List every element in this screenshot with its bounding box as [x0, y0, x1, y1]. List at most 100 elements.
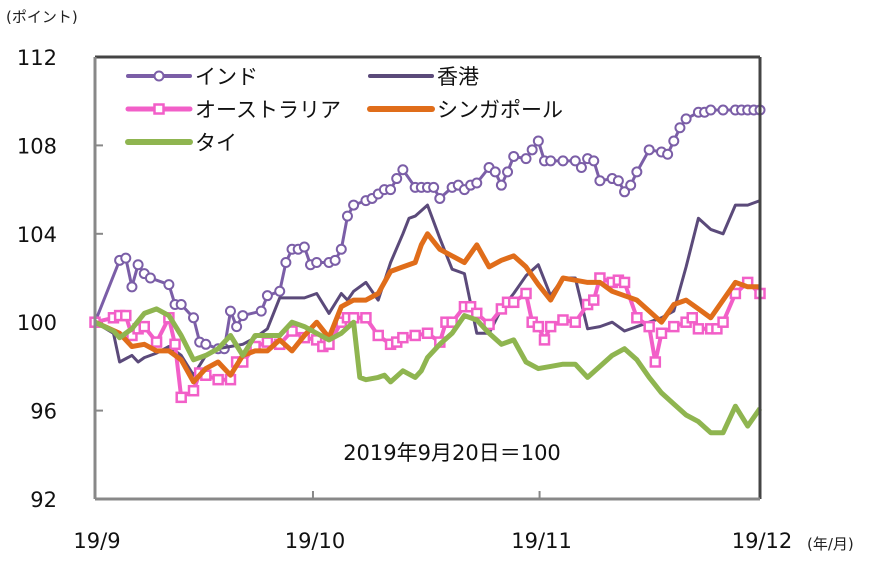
data-point [471, 177, 483, 189]
series-line [93, 306, 763, 436]
data-point [569, 155, 581, 167]
data-point [532, 320, 545, 333]
legend-marker [153, 70, 165, 82]
data-point [655, 327, 668, 339]
data-point [255, 305, 267, 317]
y-tick-label: 92 [30, 488, 57, 512]
data-point [391, 173, 403, 185]
data-point [311, 257, 323, 269]
y-axis-unit-label: (ポイント) [6, 8, 78, 26]
data-point [705, 104, 717, 116]
series-0 [89, 104, 766, 355]
data-point [692, 323, 705, 335]
data-point [631, 166, 643, 178]
x-axis-unit-label: (年/月) [807, 535, 854, 553]
x-tick-label: 19/9 [73, 529, 120, 553]
data-point [711, 323, 723, 335]
data-point [575, 162, 587, 173]
legend-item: オーストラリア [125, 98, 341, 122]
base-date-annotation: 2019年9月20日＝100 [343, 441, 561, 465]
data-point [200, 338, 212, 350]
y-tick-label: 112 [17, 46, 57, 70]
data-point [588, 294, 600, 306]
data-point [169, 338, 181, 351]
data-point [188, 312, 200, 324]
data-point [643, 144, 655, 156]
data-point [680, 113, 692, 125]
data-point [502, 166, 514, 178]
data-point [187, 384, 200, 397]
data-point [526, 144, 538, 156]
legend-item: シンガポール [367, 98, 563, 122]
data-point [495, 179, 507, 191]
data-point [385, 184, 397, 196]
data-point [594, 175, 606, 187]
series-line [94, 199, 761, 377]
data-point [557, 314, 569, 326]
data-point [132, 259, 144, 271]
legend-item: インド [126, 65, 258, 89]
data-point [464, 300, 477, 313]
legend-item: タイ [125, 131, 237, 155]
x-tick-label: 19/10 [285, 529, 346, 553]
data-point [717, 316, 729, 328]
data-point [329, 254, 341, 266]
data-point [495, 303, 508, 315]
data-point [674, 122, 686, 134]
data-point [231, 321, 243, 333]
data-point [507, 296, 520, 309]
data-point [619, 186, 631, 198]
data-point [428, 181, 440, 193]
y-tick-label: 108 [17, 134, 57, 158]
data-point [483, 318, 495, 331]
data-point [237, 310, 249, 322]
series-1 [94, 199, 761, 377]
data-point [520, 153, 532, 165]
data-point [569, 316, 582, 328]
data-point [348, 199, 360, 211]
data-point [120, 252, 132, 264]
series-4 [93, 306, 763, 436]
data-point [434, 192, 446, 204]
data-point [261, 290, 273, 302]
data-point [446, 316, 458, 328]
data-point [150, 336, 163, 348]
data-point [341, 210, 353, 222]
legend-label: 香港 [437, 65, 479, 89]
data-point [668, 135, 680, 147]
y-tick-label: 96 [30, 400, 57, 424]
legend-label: タイ [195, 131, 237, 155]
data-point [686, 312, 699, 324]
data-point [544, 320, 557, 333]
data-point [625, 179, 637, 191]
series-2 [89, 272, 766, 404]
legend-item: 香港 [368, 65, 479, 89]
data-point [298, 241, 310, 253]
data-point [538, 334, 551, 346]
data-point [280, 257, 292, 269]
x-tick-label: 19/12 [732, 529, 793, 553]
data-point [126, 281, 138, 293]
data-point [588, 155, 600, 167]
data-point [489, 166, 501, 178]
data-point [643, 320, 655, 333]
data-point [163, 279, 175, 291]
data-point [508, 150, 520, 162]
data-point [409, 329, 421, 342]
x-tick-label: 19/11 [511, 529, 572, 553]
data-point [520, 287, 532, 300]
data-point [120, 309, 132, 322]
data-point [717, 104, 729, 116]
series-3 [93, 231, 760, 385]
data-point [397, 164, 409, 176]
data-point [668, 320, 680, 333]
data-point [212, 373, 224, 386]
legend-label: オーストラリア [195, 98, 341, 122]
data-point [421, 327, 434, 339]
legend-label: シンガポール [437, 98, 563, 122]
data-point [372, 329, 384, 342]
data-point [532, 135, 544, 147]
data-point [545, 155, 557, 167]
